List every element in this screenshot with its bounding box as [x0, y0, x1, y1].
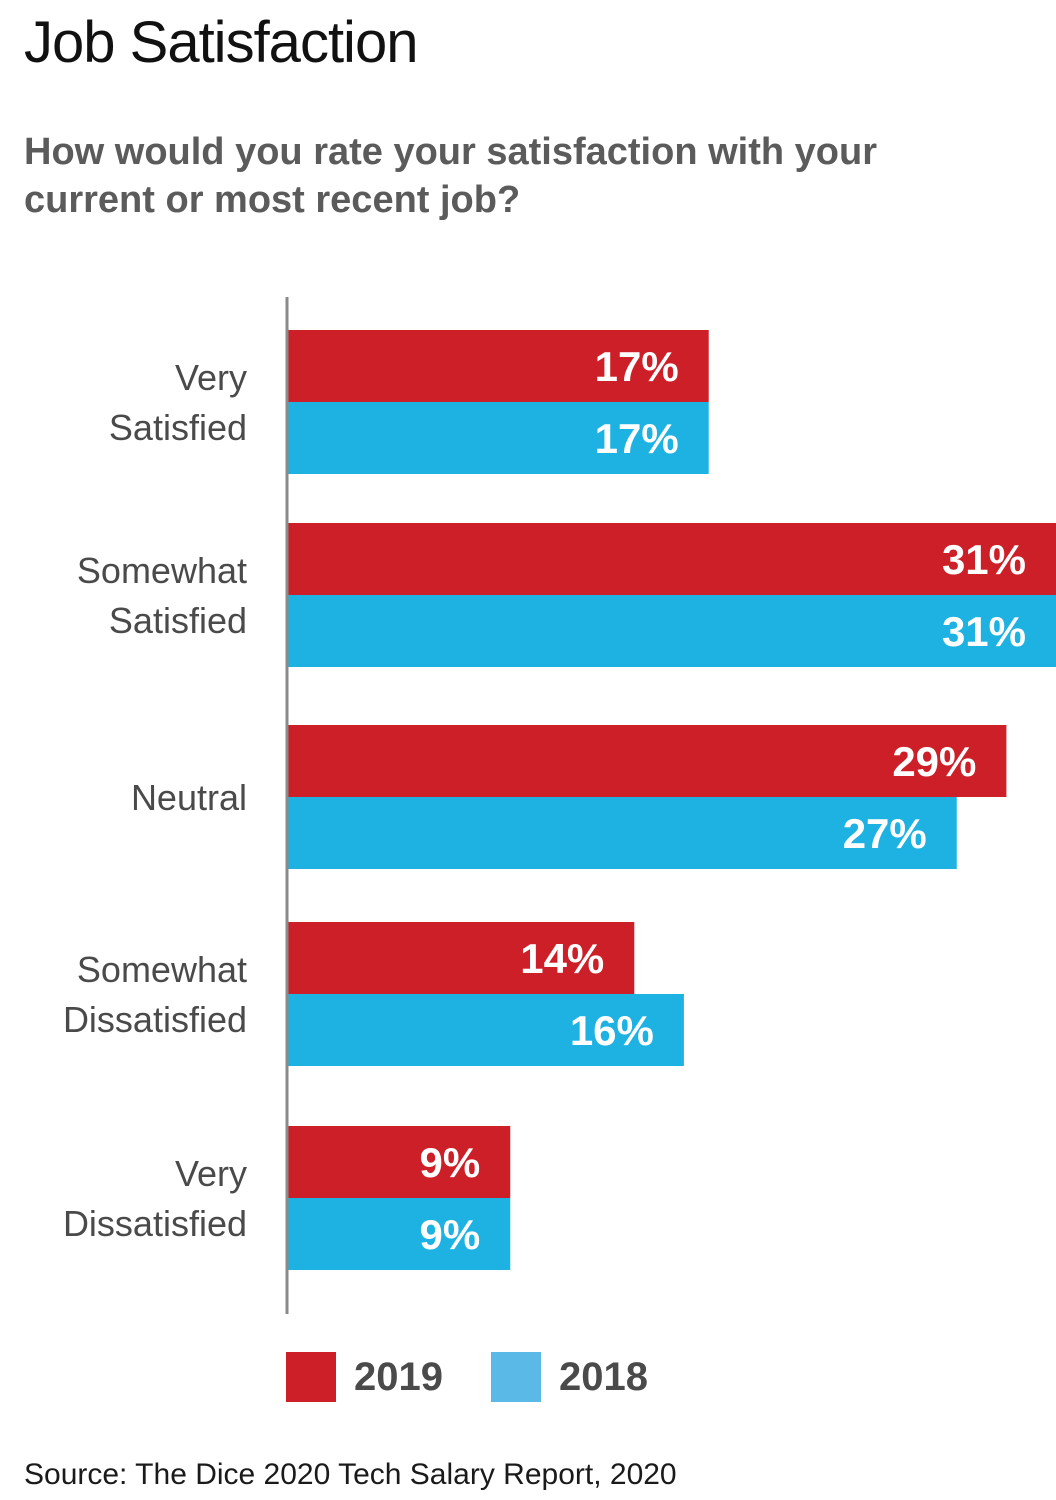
legend-label-2018: 2018 — [558, 1354, 648, 1399]
bar-value-label-2019-0: 17% — [595, 343, 679, 390]
bar-value-label-2018-1: 31% — [942, 608, 1026, 655]
bar-2019-1 — [287, 523, 1056, 595]
bar-value-label-2019-2: 29% — [892, 738, 976, 785]
bar-2019-2 — [287, 725, 1007, 797]
bar-value-label-2018-3: 16% — [570, 1007, 654, 1054]
legend-swatch-2019 — [286, 1352, 336, 1402]
category-label-1-0: Somewhat — [77, 550, 247, 591]
bar-value-label-2019-4: 9% — [420, 1139, 481, 1186]
legend-label-2019: 2019 — [354, 1354, 443, 1399]
bar-value-label-2019-1: 31% — [942, 536, 1026, 583]
category-label-4-1: Dissatisfied — [63, 1203, 247, 1244]
category-label-3-1: Dissatisfied — [63, 999, 247, 1040]
category-label-1-1: Satisfied — [109, 600, 247, 641]
legend-item-2018: 2018 — [490, 1352, 648, 1402]
bar-2018-1 — [287, 595, 1056, 667]
category-label-0-0: Very — [175, 357, 247, 398]
bar-2019-4 — [287, 1126, 511, 1198]
category-label-3-0: Somewhat — [77, 949, 247, 990]
category-label-0-1: Satisfied — [109, 407, 247, 448]
bar-2018-4 — [287, 1198, 511, 1270]
bar-2018-3 — [287, 994, 684, 1066]
bar-2018-0 — [287, 402, 709, 474]
bar-value-label-2018-2: 27% — [843, 810, 927, 857]
chart-legend: 2019 2018 — [286, 1352, 696, 1402]
bar-2018-2 — [287, 797, 957, 869]
chart-subtitle: How would you rate your satisfaction wit… — [24, 131, 877, 221]
legend-item-2019: 2019 — [286, 1352, 443, 1402]
legend-swatch-2018 — [490, 1352, 541, 1402]
chart-title: Job Satisfaction — [24, 10, 418, 75]
bar-value-label-2019-3: 14% — [520, 935, 604, 982]
bar-chart: 17% 17% Very Satisfied 31% 31% Somewhat Satisfi… — [63, 297, 1056, 1314]
bar-2019-0 — [287, 330, 709, 402]
bar-2019-3 — [287, 922, 635, 994]
category-label-2-0: Neutral — [131, 777, 247, 818]
bar-value-label-2018-4: 9% — [420, 1211, 481, 1258]
bar-value-label-2018-0: 17% — [595, 415, 679, 462]
category-label-4-0: Very — [175, 1153, 247, 1194]
source-note: Source: The Dice 2020 Tech Salary Report… — [24, 1458, 677, 1491]
